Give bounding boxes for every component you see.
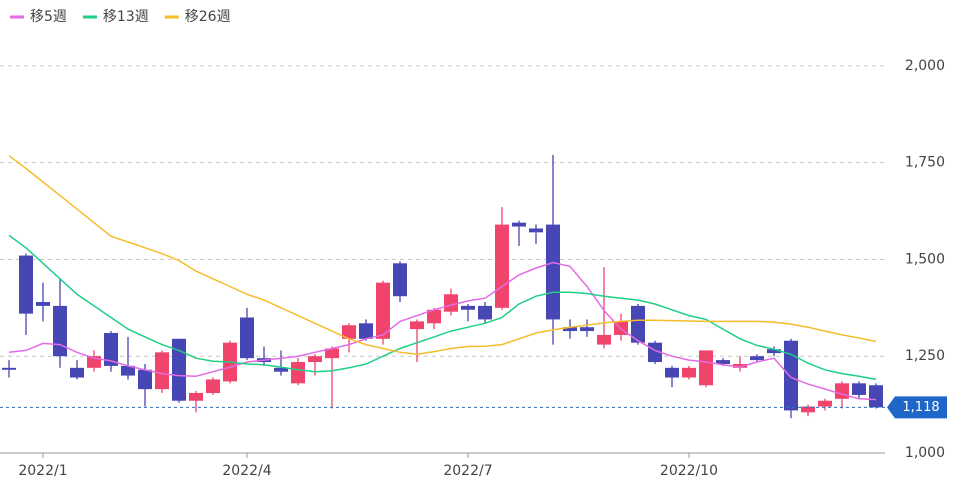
y-tick-label: 1,500 [905, 251, 945, 267]
x-tick-label: 2022/4 [222, 463, 271, 479]
candle-body [461, 305, 475, 310]
candle-body [597, 334, 611, 345]
last-price-label: 1,118 [902, 400, 939, 415]
last-price-tag [887, 396, 947, 419]
candle-body [835, 383, 849, 399]
ma-line [8, 155, 877, 356]
candle-body [665, 367, 679, 378]
candle-body [750, 356, 764, 361]
candle-body [325, 348, 339, 359]
candle-body [53, 305, 67, 357]
candle-body [19, 255, 33, 314]
candle-body [427, 309, 441, 324]
candle-body [121, 365, 135, 376]
candle-body [631, 305, 645, 343]
x-tick-label: 2022/7 [443, 463, 492, 479]
candle-body [869, 385, 883, 408]
candle-body [733, 363, 747, 368]
candle-body [801, 406, 815, 413]
candle-body [495, 224, 509, 308]
candle-body [716, 360, 730, 364]
y-tick-label: 1,000 [905, 445, 945, 461]
candle-body [393, 263, 407, 297]
candle-body [138, 369, 152, 390]
candle-body [359, 323, 373, 339]
candle-body [852, 383, 866, 395]
candle-body [342, 325, 356, 339]
legend-label: 移26週 [185, 9, 231, 25]
candle-body [70, 367, 84, 378]
candle-body [104, 332, 118, 366]
candle-body [563, 327, 577, 332]
candle-body [648, 342, 662, 363]
candle-body [172, 338, 186, 401]
candle-body [818, 400, 832, 407]
candle-body [155, 352, 169, 390]
ma-line [8, 261, 877, 401]
candle-body [784, 340, 798, 411]
y-tick-label: 1,750 [905, 155, 945, 171]
candle-body [2, 367, 16, 370]
candle-body [189, 392, 203, 401]
candle-body [580, 327, 594, 332]
candle-body [274, 367, 288, 372]
candle-body [206, 379, 220, 393]
candle-body [291, 362, 305, 384]
candle-body [512, 222, 526, 227]
candle-body [699, 350, 713, 386]
candle-body [240, 317, 254, 359]
y-tick-label: 1,250 [905, 348, 945, 364]
candle-body [478, 305, 492, 320]
candle-body [87, 356, 101, 368]
candle-body [444, 294, 458, 312]
legend-label: 移13週 [103, 9, 149, 25]
legend-label: 移5週 [30, 9, 67, 25]
candle-body [682, 367, 696, 378]
candle-body [36, 302, 50, 306]
candle-body [529, 228, 543, 233]
candle-body [546, 224, 560, 320]
x-tick-label: 2022/1 [18, 463, 67, 479]
candle-body [410, 321, 424, 330]
candle-body [376, 282, 390, 339]
candle-body [767, 349, 781, 354]
y-tick-label: 2,000 [905, 58, 945, 74]
ma-line [8, 234, 877, 381]
x-tick-label: 2022/10 [660, 463, 718, 479]
candle-body [308, 356, 322, 363]
